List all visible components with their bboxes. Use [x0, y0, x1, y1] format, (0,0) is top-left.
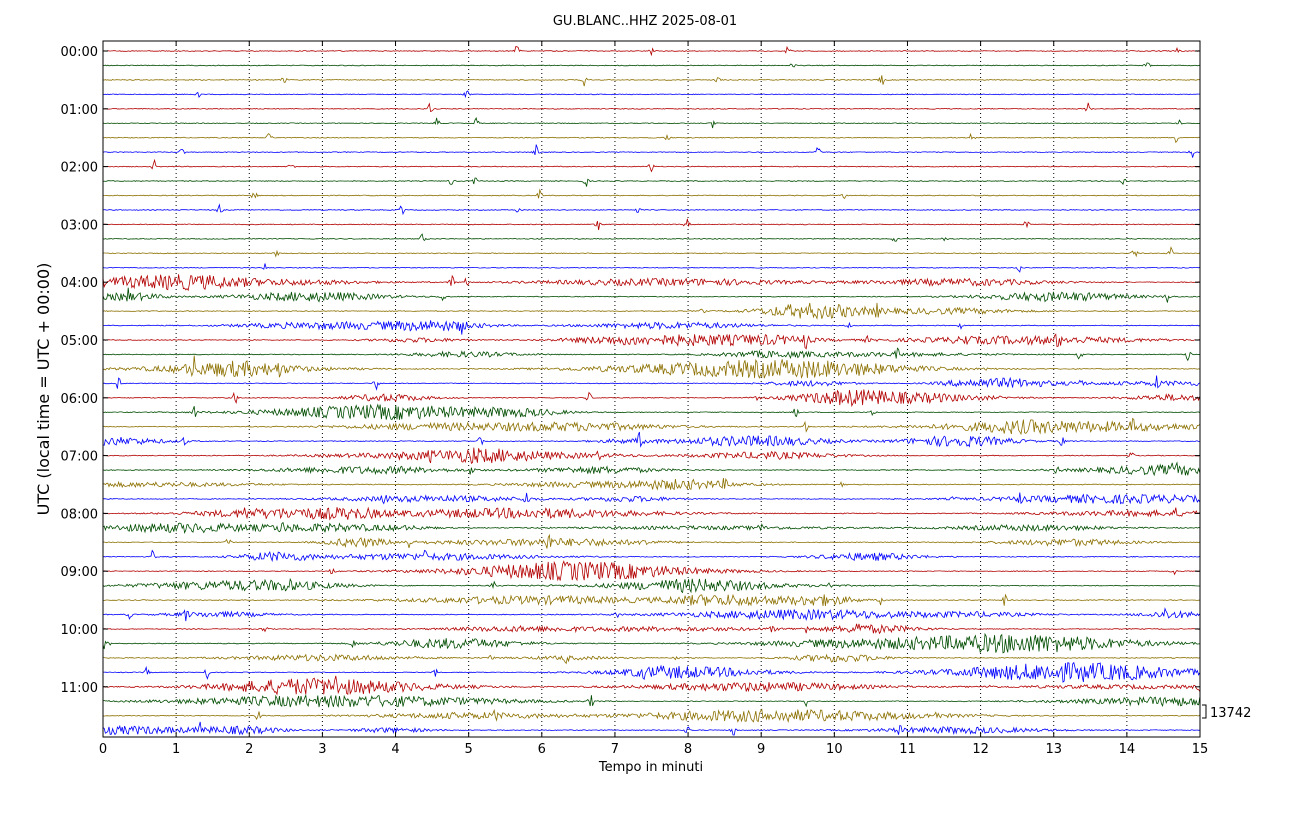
- trace-line: [102, 549, 1200, 563]
- trace-line: [102, 447, 1200, 465]
- x-tick-label: 5: [465, 742, 473, 757]
- chart-title: GU.BLANC..HHZ 2025-08-01: [553, 14, 737, 29]
- x-axis-label: Tempo in minuti: [598, 760, 703, 775]
- x-tick-label: 11: [899, 742, 916, 757]
- y-tick-label: 07:00: [61, 450, 98, 465]
- x-tick-label: 7: [611, 742, 619, 757]
- y-axis-label: UTC (local time = UTC + 00:00): [34, 263, 53, 516]
- scale-label: 13742: [1210, 706, 1251, 721]
- trace-line: [102, 577, 1200, 594]
- trace-line: [102, 375, 1201, 391]
- x-tick-label: 1: [172, 742, 180, 757]
- y-tick-label: 00:00: [61, 45, 98, 60]
- trace-line: [102, 389, 1201, 408]
- trace-line: [102, 287, 1200, 303]
- trace-line: [102, 521, 1200, 535]
- y-tick-label: 02:00: [61, 161, 98, 176]
- trace-line: [102, 246, 1200, 258]
- x-tick-label: 3: [318, 742, 326, 757]
- y-tick-label: 06:00: [61, 392, 98, 407]
- trace-line: [102, 263, 1200, 273]
- x-tick-label: 4: [391, 742, 399, 757]
- y-tick-label: 05:00: [61, 334, 98, 349]
- trace-line: [102, 302, 1200, 320]
- trace-line: [102, 355, 1200, 379]
- y-tick-label: 01:00: [61, 103, 98, 118]
- trace-line: [102, 158, 1200, 173]
- trace-line: [102, 177, 1200, 187]
- trace-line: [102, 661, 1201, 683]
- seismogram-traces: [102, 45, 1201, 736]
- trace-line: [102, 623, 1200, 635]
- trace-line: [102, 347, 1200, 362]
- trace-line: [102, 116, 1200, 129]
- trace-line: [102, 675, 1201, 696]
- trace-line: [102, 233, 1200, 242]
- trace-line: [102, 132, 1200, 144]
- trace-line: [102, 492, 1201, 505]
- trace-line: [102, 533, 1200, 549]
- x-tick-label: 10: [826, 742, 843, 757]
- y-tick-label: 10:00: [61, 623, 98, 638]
- y-tick-label: 04:00: [61, 276, 98, 291]
- trace-line: [102, 333, 1200, 350]
- trace-line: [102, 320, 1200, 335]
- amplitude-scale-bar: 13742: [1202, 704, 1251, 721]
- trace-line: [102, 102, 1200, 113]
- trace-line: [102, 560, 1200, 582]
- trace-line: [102, 75, 1200, 87]
- y-tick-label: 09:00: [61, 565, 98, 580]
- trace-line: [102, 461, 1201, 477]
- trace-line: [102, 218, 1200, 231]
- trace-line: [102, 90, 1200, 99]
- x-tick-label: 6: [538, 742, 546, 757]
- trace-line: [102, 593, 1200, 607]
- trace-line: [102, 653, 1200, 665]
- trace-line: [102, 477, 1200, 491]
- plot-frame: [102, 40, 1201, 738]
- y-axis-ticks: 00:00 01:00 02:00 03:00 04:00 05:00 06:00 07:00…: [61, 45, 1200, 696]
- trace-line: [102, 431, 1200, 448]
- x-tick-label: 9: [757, 742, 765, 757]
- trace-line: [102, 45, 1200, 57]
- x-tick-label: 14: [1119, 742, 1136, 757]
- trace-line: [102, 417, 1201, 436]
- trace-line: [102, 693, 1201, 708]
- y-tick-label: 03:00: [61, 218, 98, 233]
- trace-line: [102, 188, 1200, 199]
- trace-line: [102, 144, 1200, 158]
- x-tick-label: 12: [972, 742, 989, 757]
- trace-line: [102, 274, 1200, 292]
- vertical-grid: [175, 41, 1128, 737]
- trace-line: [102, 607, 1201, 622]
- x-tick-label: 15: [1192, 742, 1209, 757]
- x-axis-ticks: 0 1 2 3 4 5 6 7 8 9 10 11 12 13 14 15: [99, 41, 1208, 757]
- y-tick-label: 11:00: [61, 681, 98, 696]
- x-tick-label: 0: [99, 742, 107, 757]
- trace-line: [102, 403, 1201, 421]
- trace-line: [102, 506, 1200, 521]
- trace-line: [102, 708, 1200, 723]
- trace-line: [102, 721, 1200, 736]
- x-tick-label: 2: [245, 742, 253, 757]
- trace-line: [102, 632, 1200, 654]
- y-tick-label: 08:00: [61, 507, 98, 522]
- x-tick-label: 13: [1045, 742, 1062, 757]
- trace-line: [102, 62, 1200, 68]
- trace-line: [102, 203, 1200, 216]
- x-tick-label: 8: [684, 742, 692, 757]
